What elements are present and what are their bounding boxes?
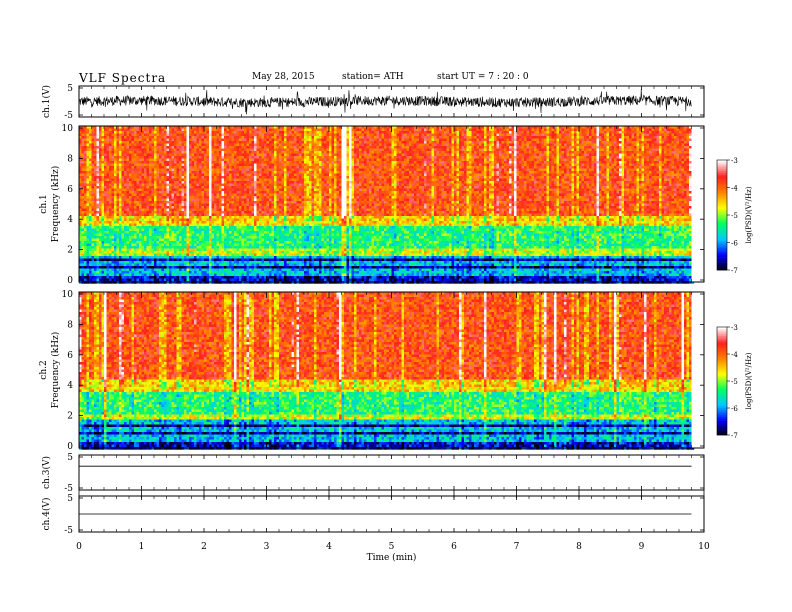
ch1-spectrogram-ylabel-channel: ch.1: [39, 194, 49, 213]
ch1-spectrogram-ylabel-frequency: Frequency (kHz): [50, 166, 61, 243]
ch2-spectrogram-ytick: 8: [67, 320, 73, 330]
ch2-spectrogram-ytick: 2: [67, 412, 73, 422]
ch2-spectrogram-colorbar-tick: -3: [731, 324, 738, 332]
x-tick-label: 7: [514, 542, 520, 552]
ch2-spectrogram-ytick: 10: [62, 290, 74, 300]
x-tick-label: 1: [139, 542, 145, 552]
ch1-waveform-trace: [79, 89, 692, 114]
ch2-spectrogram-colorbar-tick: -5: [731, 378, 738, 386]
ch1-spectrogram-heatmap: [79, 126, 694, 284]
ch3-waveform-ytick: -5: [64, 484, 73, 494]
x-tick-label: 4: [326, 542, 332, 552]
ch2-spectrogram-colorbar-tick: -7: [731, 432, 738, 440]
ch1-spectrogram-colorbar-tick: -6: [731, 240, 738, 248]
ch3-waveform-frame: [79, 455, 704, 490]
ch2-spectrogram-ytick: 6: [67, 351, 73, 361]
ch1-spectrogram-ytick: 4: [67, 215, 73, 225]
ch1-spectrogram-colorbar-tick: -4: [731, 185, 738, 193]
x-tick-label: 5: [389, 542, 395, 552]
ch1-waveform-ytick: 5: [67, 84, 73, 94]
ch2-spectrogram-colorbar-tick: -6: [731, 405, 738, 413]
ch1-spectrogram-colorbar: [717, 160, 727, 270]
ch4-waveform-ytick: 5: [67, 494, 73, 504]
ch1-spectrogram-colorbar-tick: -3: [731, 157, 738, 165]
ch1-spectrogram-colorbar-label: log(PSD)(V²/Hz): [745, 186, 753, 243]
x-tick-label: 10: [698, 542, 710, 552]
ch1-spectrogram-colorbar-tick: -7: [731, 267, 738, 275]
x-axis-label: Time (min): [367, 552, 417, 563]
ch1-spectrogram-ytick: 8: [67, 154, 73, 164]
ch2-spectrogram-colorbar-label: log(PSD)(V²/Hz): [745, 352, 753, 409]
ch1-waveform-ytick: -5: [64, 111, 73, 121]
ch1-spectrogram-no-data-region: [692, 126, 705, 282]
x-tick-label: 8: [576, 542, 582, 552]
x-tick-label: 9: [639, 542, 645, 552]
ch4-waveform-ylabel: ch.4(V): [41, 498, 52, 531]
ch1-spectrogram-ytick: 0: [67, 276, 73, 286]
ch1-spectrogram-ytick: 10: [62, 124, 74, 134]
ch2-spectrogram-colorbar: [717, 327, 727, 435]
ch3-waveform-ylabel: ch.3(V): [41, 456, 52, 489]
ch1-waveform-ylabel: ch.1(V): [41, 85, 52, 118]
ch1-spectrogram-ytick: 6: [67, 185, 73, 195]
x-tick-label: 0: [76, 542, 82, 552]
ch1-spectrogram-colorbar-tick: -5: [731, 212, 738, 220]
ch2-spectrogram-no-data-region: [692, 292, 705, 448]
ch3-waveform-ytick: 5: [67, 453, 73, 463]
x-tick-label: 2: [201, 542, 207, 552]
ch4-waveform-ytick: -5: [64, 526, 73, 536]
ch2-spectrogram-ylabel-channel: ch.2: [39, 360, 49, 379]
ch2-spectrogram-ytick: 4: [67, 381, 73, 391]
ch2-spectrogram-heatmap: [79, 292, 694, 450]
vlf-spectra-figure: 5-5ch.1(V)0246810ch.1 Frequency (kHz)-3-4…: [0, 0, 792, 612]
ch2-spectrogram-colorbar-tick: -4: [731, 351, 738, 359]
x-tick-label: 3: [264, 542, 270, 552]
ch2-spectrogram-ytick: 0: [67, 442, 73, 452]
ch1-spectrogram-ytick: 2: [67, 246, 73, 256]
x-tick-label: 6: [451, 542, 457, 552]
ch2-spectrogram-ylabel-frequency: Frequency (kHz): [50, 332, 61, 409]
